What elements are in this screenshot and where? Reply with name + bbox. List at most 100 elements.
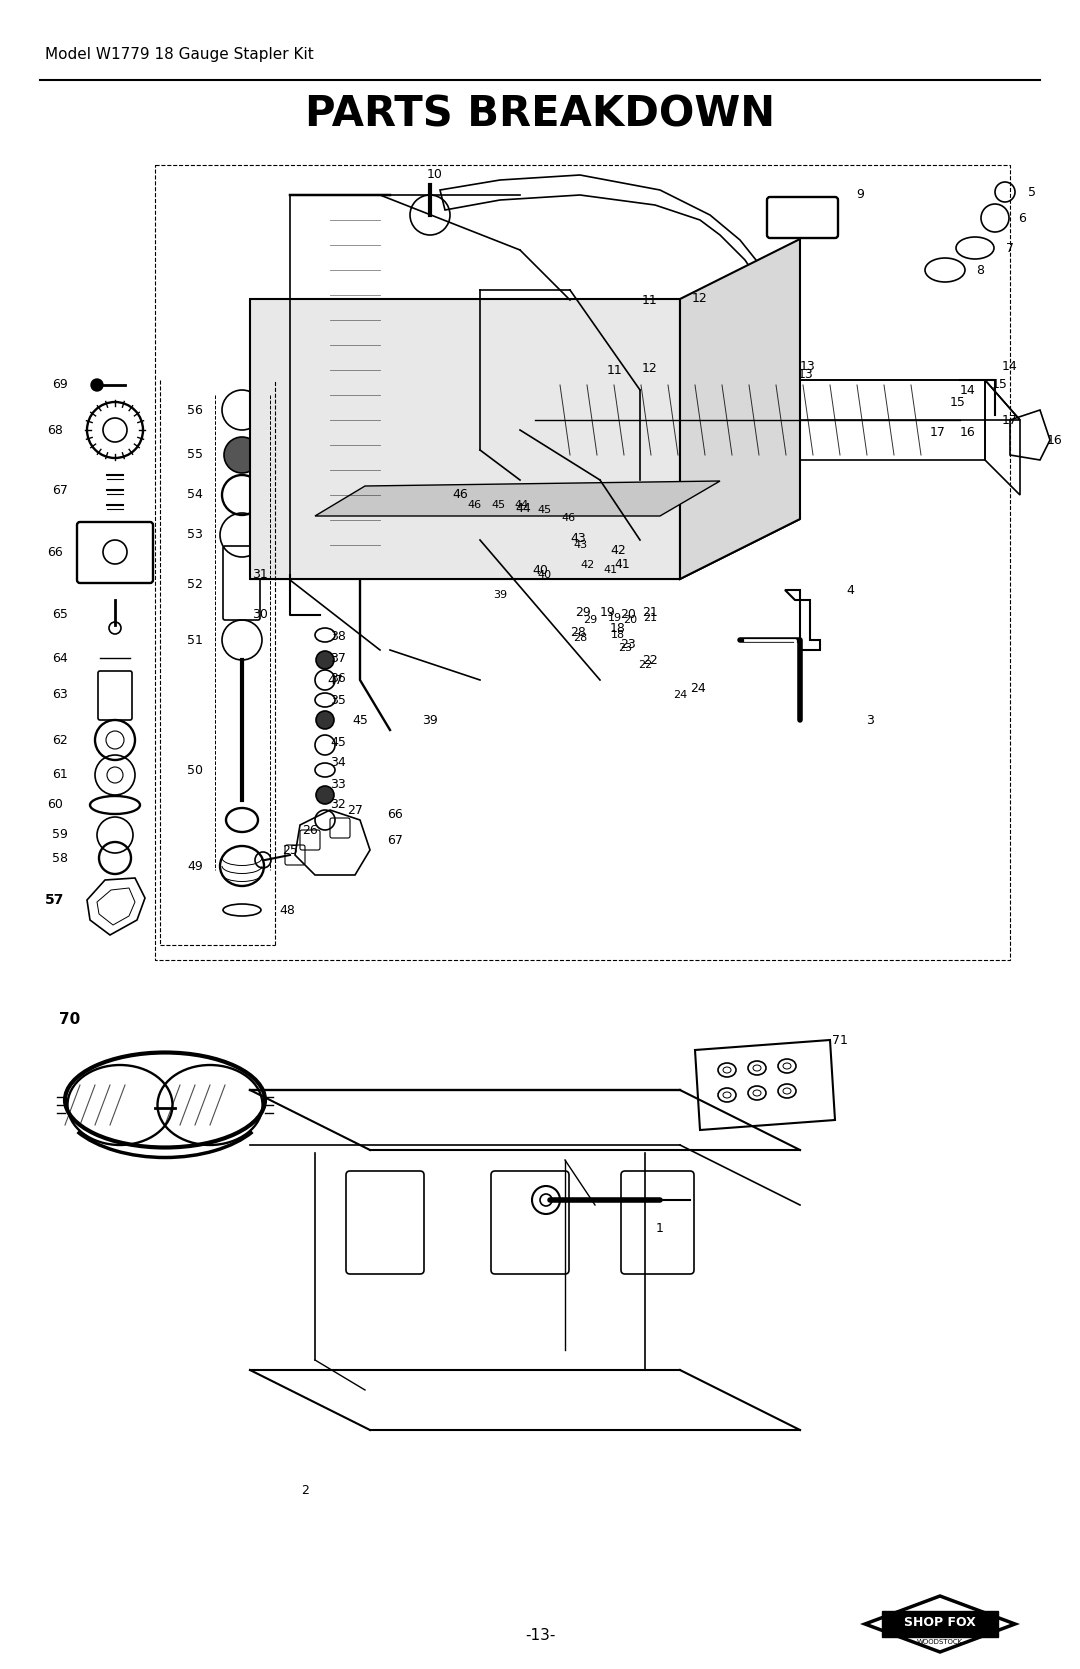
Text: 71: 71 (832, 1033, 848, 1046)
Text: 58: 58 (52, 851, 68, 865)
Text: 20: 20 (623, 614, 637, 624)
Circle shape (316, 711, 334, 729)
Text: 12: 12 (692, 292, 707, 304)
Text: 63: 63 (52, 689, 68, 701)
Polygon shape (865, 1596, 1015, 1652)
Text: 29: 29 (576, 606, 591, 619)
Text: 45: 45 (352, 714, 368, 726)
Circle shape (224, 437, 260, 472)
Text: 44: 44 (515, 501, 531, 514)
Text: 52: 52 (187, 579, 203, 591)
Text: 45: 45 (330, 736, 346, 749)
Circle shape (472, 502, 482, 512)
Text: 42: 42 (581, 561, 595, 571)
Text: 48: 48 (279, 903, 295, 916)
Text: 18: 18 (610, 621, 626, 634)
Text: 40: 40 (538, 571, 552, 581)
Text: 10: 10 (427, 169, 443, 182)
Text: 44: 44 (515, 501, 529, 511)
Text: 61: 61 (52, 768, 68, 781)
Circle shape (91, 379, 103, 391)
Text: 12: 12 (643, 362, 658, 374)
Polygon shape (249, 299, 680, 579)
Text: 6: 6 (1018, 212, 1026, 225)
Circle shape (316, 651, 334, 669)
Text: 32: 32 (330, 798, 346, 811)
Text: 59: 59 (52, 828, 68, 841)
Text: 66: 66 (387, 808, 403, 821)
Text: 27: 27 (347, 803, 363, 816)
Text: 16: 16 (1048, 434, 1063, 447)
Text: 62: 62 (52, 733, 68, 746)
Circle shape (536, 519, 546, 529)
Text: 22: 22 (638, 659, 652, 669)
Text: 51: 51 (187, 634, 203, 646)
Text: 70: 70 (59, 1013, 81, 1028)
Text: 22: 22 (643, 654, 658, 668)
Text: 21: 21 (643, 606, 658, 619)
Text: 4: 4 (846, 584, 854, 596)
Text: 45: 45 (538, 506, 552, 516)
Text: 39: 39 (422, 714, 437, 726)
Text: 30: 30 (252, 609, 268, 621)
Text: 35: 35 (330, 694, 346, 706)
Text: WOODSTOCK: WOODSTOCK (917, 1639, 963, 1646)
Text: 1: 1 (656, 1222, 664, 1235)
Text: 3: 3 (866, 714, 874, 726)
Text: 13: 13 (800, 361, 815, 374)
Circle shape (504, 511, 514, 521)
Text: 28: 28 (570, 626, 586, 639)
Text: 19: 19 (600, 606, 616, 619)
Text: 43: 43 (572, 541, 588, 551)
Text: 26: 26 (302, 823, 318, 836)
Text: 9: 9 (856, 189, 864, 202)
Text: 36: 36 (330, 673, 346, 686)
Circle shape (519, 516, 530, 526)
Text: 13: 13 (798, 369, 814, 382)
Text: 39: 39 (492, 591, 508, 599)
Text: 33: 33 (330, 778, 346, 791)
Polygon shape (680, 239, 800, 579)
Text: 60: 60 (48, 798, 63, 811)
Polygon shape (249, 519, 800, 579)
Text: 67: 67 (52, 484, 68, 496)
Text: 17: 17 (1002, 414, 1018, 427)
Text: 49: 49 (187, 860, 203, 873)
Text: Model W1779 18 Gauge Stapler Kit: Model W1779 18 Gauge Stapler Kit (45, 47, 314, 62)
Text: 20: 20 (620, 608, 636, 621)
Text: ®: ® (977, 1617, 986, 1627)
Text: 29: 29 (583, 614, 597, 624)
Text: 15: 15 (993, 379, 1008, 392)
Circle shape (316, 786, 334, 804)
Text: 57: 57 (45, 893, 65, 906)
Text: 46: 46 (561, 512, 575, 522)
Text: 17: 17 (930, 426, 946, 439)
Text: 11: 11 (643, 294, 658, 307)
Text: 19: 19 (608, 613, 622, 623)
Text: 34: 34 (330, 756, 346, 769)
Text: 24: 24 (690, 681, 706, 694)
Text: 2: 2 (301, 1484, 309, 1497)
Text: 28: 28 (572, 633, 588, 643)
Circle shape (107, 768, 123, 783)
Text: 56: 56 (187, 404, 203, 417)
Text: PARTS BREAKDOWN: PARTS BREAKDOWN (305, 93, 775, 135)
Text: 31: 31 (252, 569, 268, 581)
Text: 21: 21 (643, 613, 657, 623)
Text: 54: 54 (187, 489, 203, 501)
Text: SHOP FOX: SHOP FOX (904, 1616, 976, 1629)
Circle shape (488, 507, 498, 517)
Text: 5: 5 (1028, 185, 1036, 199)
Text: 7: 7 (1005, 242, 1014, 254)
Text: 23: 23 (618, 643, 632, 653)
Text: 14: 14 (1002, 361, 1017, 374)
Text: 47: 47 (327, 674, 343, 686)
Text: 53: 53 (187, 529, 203, 541)
Text: 55: 55 (187, 449, 203, 462)
Text: 67: 67 (387, 833, 403, 846)
Circle shape (532, 1187, 561, 1213)
Text: -13-: -13- (525, 1627, 555, 1642)
Polygon shape (315, 481, 720, 516)
Text: 16: 16 (960, 426, 976, 439)
Text: 65: 65 (52, 609, 68, 621)
